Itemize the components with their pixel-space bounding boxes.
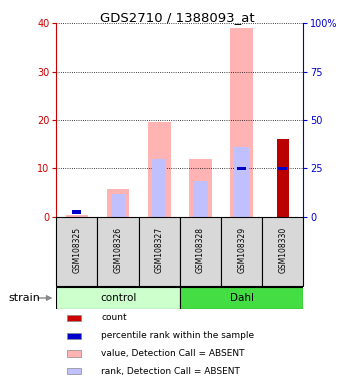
Text: GSM108325: GSM108325	[72, 227, 81, 273]
Bar	[231, 28, 253, 217]
Text: GSM108328: GSM108328	[196, 227, 205, 273]
Text: value, Detection Call = ABSENT: value, Detection Call = ABSENT	[101, 349, 244, 358]
Bar	[277, 139, 289, 217]
Bar	[72, 210, 81, 214]
Text: GSM108326: GSM108326	[114, 227, 122, 273]
Bar	[189, 159, 212, 217]
Bar	[68, 350, 81, 357]
Bar	[68, 368, 81, 374]
FancyBboxPatch shape	[262, 217, 303, 286]
Bar	[278, 167, 287, 170]
Text: rank, Detection Call = ABSENT: rank, Detection Call = ABSENT	[101, 367, 240, 376]
Bar	[68, 333, 81, 339]
Text: Dahl: Dahl	[230, 293, 254, 303]
FancyBboxPatch shape	[56, 217, 98, 286]
Bar	[237, 167, 246, 170]
Bar	[65, 215, 88, 217]
Text: control: control	[100, 293, 136, 303]
Bar	[148, 122, 170, 217]
FancyBboxPatch shape	[180, 217, 221, 286]
FancyBboxPatch shape	[221, 217, 262, 286]
Text: count: count	[101, 313, 127, 323]
Bar	[235, 147, 249, 217]
Bar	[180, 287, 303, 309]
Text: GSM108329: GSM108329	[237, 227, 246, 273]
Bar	[68, 315, 81, 321]
Bar	[152, 159, 166, 217]
Bar	[193, 180, 208, 217]
Text: GSM108330: GSM108330	[278, 227, 287, 273]
Text: percentile rank within the sample: percentile rank within the sample	[101, 331, 254, 340]
Text: GDS2710 / 1388093_at: GDS2710 / 1388093_at	[100, 12, 255, 25]
Bar	[107, 189, 129, 217]
Text: GSM108327: GSM108327	[155, 227, 164, 273]
FancyBboxPatch shape	[139, 217, 180, 286]
Text: strain: strain	[9, 293, 40, 303]
Bar	[111, 194, 125, 217]
Bar	[56, 287, 180, 309]
FancyBboxPatch shape	[98, 217, 139, 286]
